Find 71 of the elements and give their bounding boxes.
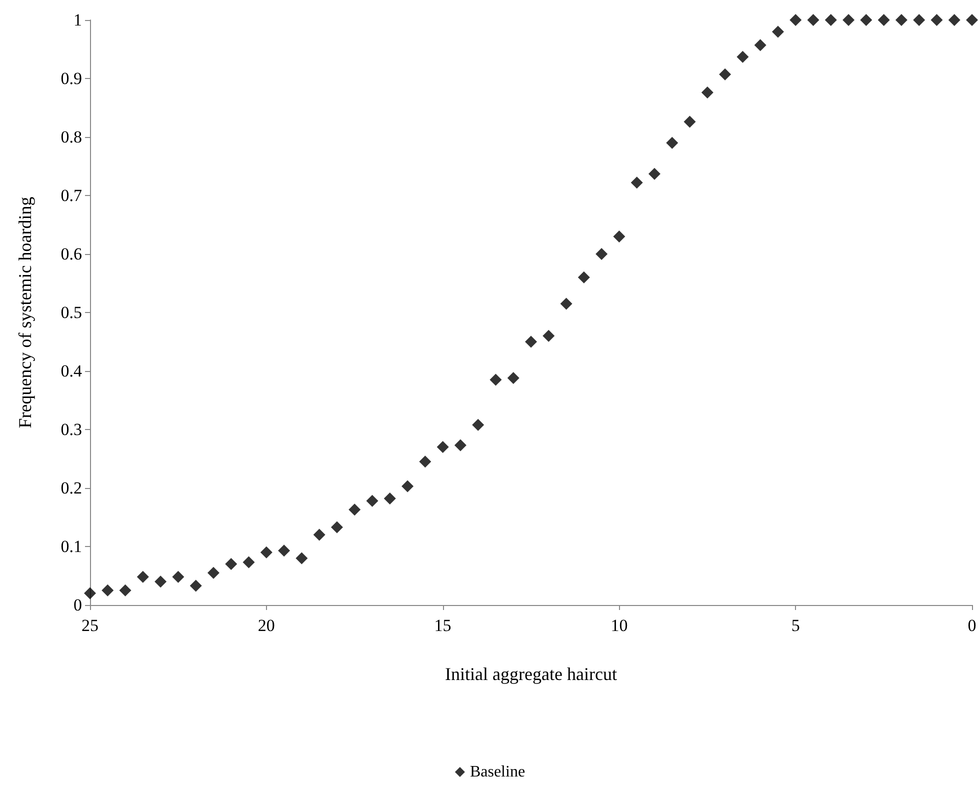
point bbox=[630, 176, 643, 189]
point bbox=[736, 50, 749, 63]
y-tick-label: 0.6 bbox=[60, 244, 82, 264]
point bbox=[136, 570, 149, 583]
point bbox=[930, 14, 943, 26]
point bbox=[684, 116, 696, 128]
y-tick-label: 0.9 bbox=[60, 69, 82, 88]
point bbox=[596, 248, 608, 260]
point bbox=[207, 566, 220, 579]
x-tick-label: 15 bbox=[434, 616, 452, 635]
point bbox=[330, 521, 343, 534]
y-tick-label: 0.1 bbox=[60, 537, 82, 556]
point bbox=[313, 528, 326, 541]
point bbox=[402, 480, 414, 492]
point bbox=[701, 86, 714, 99]
point bbox=[878, 14, 890, 26]
point bbox=[190, 580, 202, 592]
point bbox=[842, 14, 855, 26]
point bbox=[84, 587, 96, 600]
x-tick-label: 20 bbox=[258, 616, 275, 635]
point bbox=[560, 298, 572, 310]
y-axis-title: Frequency of systemic hoarding bbox=[15, 196, 35, 428]
point bbox=[719, 68, 732, 80]
point bbox=[948, 14, 960, 26]
x-tick-label: 5 bbox=[791, 616, 800, 635]
point bbox=[225, 558, 238, 570]
x-axis-title: Initial aggregate haircut bbox=[445, 664, 617, 684]
point bbox=[790, 14, 802, 26]
point bbox=[260, 546, 272, 558]
point bbox=[648, 168, 660, 180]
y-tick-label: 1 bbox=[74, 10, 82, 30]
x-tick-label: 10 bbox=[610, 616, 628, 635]
point bbox=[895, 14, 908, 26]
point bbox=[772, 26, 784, 38]
point bbox=[384, 492, 396, 505]
x-tick-label: 0 bbox=[968, 616, 976, 635]
point bbox=[102, 584, 114, 596]
legend-label: Baseline bbox=[470, 764, 526, 780]
point bbox=[913, 14, 926, 26]
point bbox=[525, 336, 537, 348]
point bbox=[419, 456, 432, 468]
point bbox=[366, 494, 378, 507]
point bbox=[507, 372, 520, 384]
point bbox=[542, 330, 555, 342]
point bbox=[754, 39, 766, 52]
point bbox=[966, 14, 978, 26]
point bbox=[578, 271, 590, 284]
point bbox=[348, 504, 361, 516]
point bbox=[119, 584, 132, 596]
y-tick-label: 0.2 bbox=[60, 478, 82, 498]
point bbox=[490, 374, 502, 386]
y-tick-label: 0.8 bbox=[60, 128, 82, 146]
y-tick-label: 0.4 bbox=[60, 362, 82, 380]
y-tick-label: 0.5 bbox=[60, 303, 82, 322]
point bbox=[436, 441, 449, 454]
x-tick-label: 25 bbox=[82, 616, 98, 635]
y-tick-label: 0.7 bbox=[60, 186, 82, 205]
point bbox=[242, 556, 255, 568]
point bbox=[807, 14, 820, 26]
point bbox=[860, 14, 872, 26]
point bbox=[296, 552, 308, 564]
y-tick-label: 0 bbox=[74, 596, 82, 614]
point bbox=[454, 439, 466, 452]
point bbox=[172, 570, 184, 583]
point bbox=[278, 544, 290, 557]
y-tick-label: 0.3 bbox=[60, 420, 82, 439]
point bbox=[824, 14, 837, 26]
point bbox=[666, 136, 678, 149]
point bbox=[613, 230, 626, 242]
point bbox=[472, 418, 484, 431]
point bbox=[154, 576, 167, 588]
